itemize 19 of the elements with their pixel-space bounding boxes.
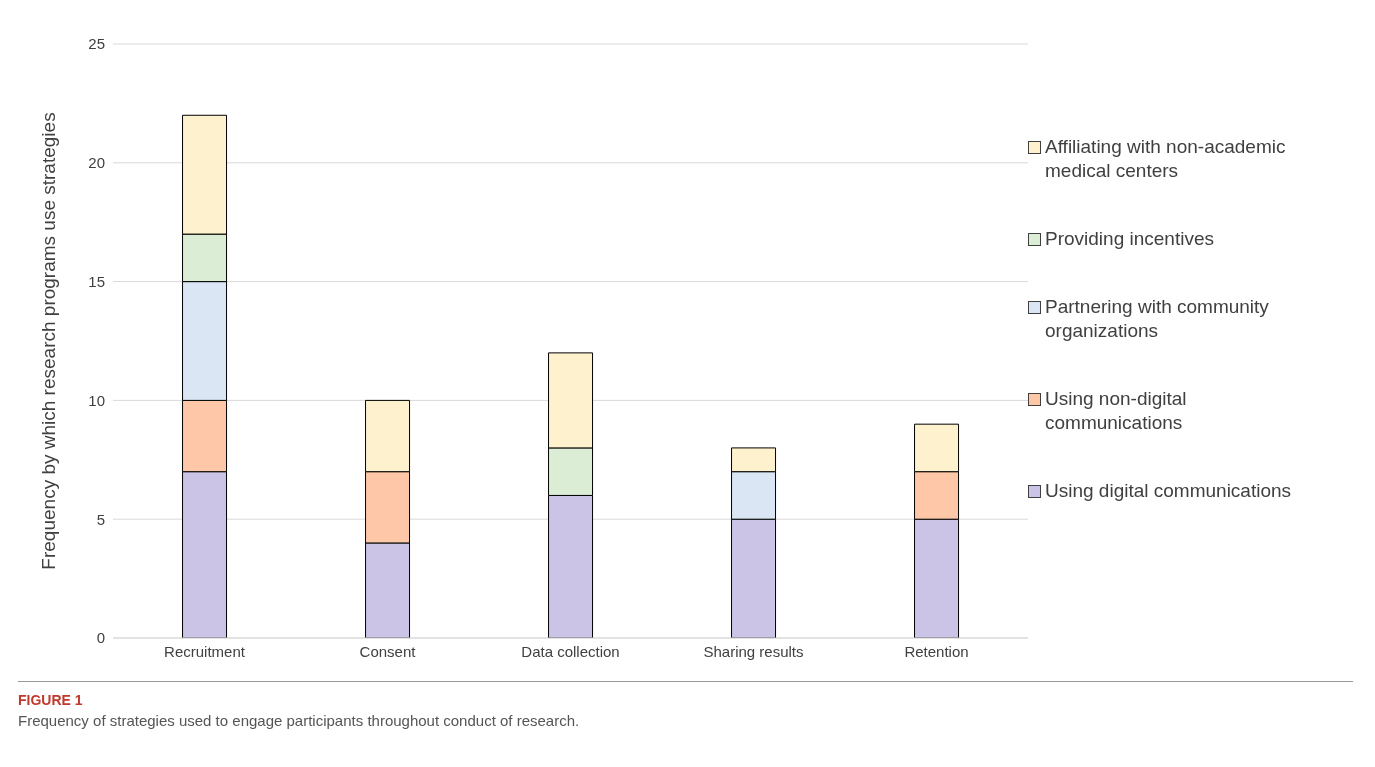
x-tick-label: Recruitment bbox=[164, 642, 246, 660]
legend-label: Affiliating with non-academic medical centers bbox=[1045, 134, 1287, 183]
y-tick-label: 0 bbox=[96, 629, 105, 647]
legend-label: Using digital communications bbox=[1045, 478, 1292, 503]
text: Frequency of strategies used to engage participants throughout conduct of research. bbox=[18, 712, 581, 729]
y-tick-label: 25 bbox=[88, 35, 105, 53]
x-tick-label: Sharing results bbox=[703, 642, 804, 660]
y-tick-label: 15 bbox=[88, 272, 105, 290]
x-tick-label: Retention bbox=[904, 642, 969, 660]
legend-label: Partnering with community organizations bbox=[1045, 294, 1270, 343]
y-tick-label: 20 bbox=[88, 154, 105, 172]
legend-label: Using non-digital communications bbox=[1045, 386, 1188, 435]
caption: FIGURE 1 bbox=[18, 692, 84, 708]
legend-label: Providing incentives bbox=[1045, 226, 1214, 251]
x-tick-label: Data collection bbox=[521, 642, 620, 660]
y-tick-label: 10 bbox=[88, 391, 105, 409]
y-axis-title: Frequency by which research programs use strategies bbox=[37, 112, 59, 570]
x-tick-label: Consent bbox=[359, 642, 417, 660]
y-tick-label: 5 bbox=[96, 510, 105, 528]
